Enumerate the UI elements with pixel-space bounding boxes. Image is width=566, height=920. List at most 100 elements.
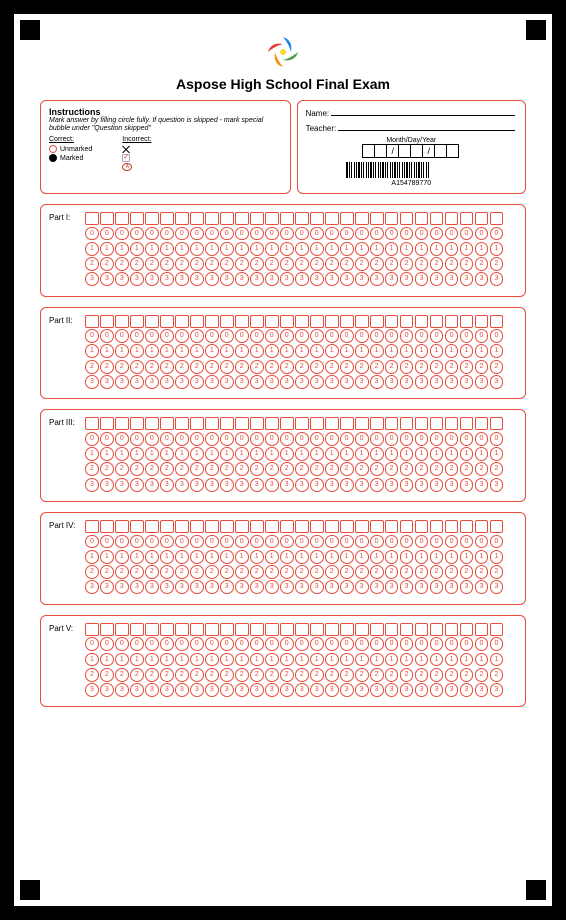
answer-bubble[interactable]: 1	[145, 344, 159, 358]
answer-bubble[interactable]: 2	[100, 360, 114, 374]
answer-bubble[interactable]: 1	[490, 447, 504, 461]
answer-square[interactable]	[280, 520, 294, 533]
answer-bubble[interactable]: 0	[310, 227, 324, 241]
answer-bubble[interactable]: 2	[145, 668, 159, 682]
answer-bubble[interactable]: 1	[370, 242, 384, 256]
answer-bubble[interactable]: 3	[385, 683, 399, 697]
answer-square[interactable]	[130, 417, 144, 430]
answer-bubble[interactable]: 1	[190, 344, 204, 358]
answer-bubble[interactable]: 3	[235, 580, 249, 594]
answer-bubble[interactable]: 3	[100, 580, 114, 594]
answer-bubble[interactable]: 2	[100, 668, 114, 682]
answer-bubble[interactable]: 0	[445, 637, 459, 651]
answer-bubble[interactable]: 1	[310, 344, 324, 358]
answer-bubble[interactable]: 1	[460, 550, 474, 564]
answer-bubble[interactable]: 3	[325, 478, 339, 492]
answer-bubble[interactable]: 1	[265, 242, 279, 256]
answer-bubble[interactable]: 1	[475, 550, 489, 564]
answer-bubble[interactable]: 3	[220, 272, 234, 286]
answer-bubble[interactable]: 2	[265, 565, 279, 579]
answer-bubble[interactable]: 3	[160, 580, 174, 594]
answer-bubble[interactable]: 0	[190, 227, 204, 241]
answer-bubble[interactable]: 0	[115, 637, 129, 651]
answer-bubble[interactable]: 3	[475, 272, 489, 286]
answer-bubble[interactable]: 3	[400, 683, 414, 697]
answer-bubble[interactable]: 2	[295, 257, 309, 271]
answer-bubble[interactable]: 0	[265, 637, 279, 651]
answer-bubble[interactable]: 1	[190, 653, 204, 667]
answer-square[interactable]	[460, 315, 474, 328]
answer-bubble[interactable]: 1	[460, 242, 474, 256]
answer-bubble[interactable]: 2	[115, 565, 129, 579]
answer-bubble[interactable]: 2	[430, 360, 444, 374]
answer-bubble[interactable]: 2	[370, 360, 384, 374]
answer-bubble[interactable]: 1	[115, 550, 129, 564]
answer-bubble[interactable]: 0	[340, 535, 354, 549]
answer-square[interactable]	[280, 417, 294, 430]
answer-bubble[interactable]: 2	[175, 565, 189, 579]
answer-bubble[interactable]: 0	[370, 535, 384, 549]
answer-bubble[interactable]: 0	[370, 329, 384, 343]
answer-bubble[interactable]: 2	[490, 360, 504, 374]
answer-bubble[interactable]: 2	[325, 462, 339, 476]
answer-bubble[interactable]: 0	[415, 227, 429, 241]
answer-bubble[interactable]: 0	[100, 637, 114, 651]
answer-square[interactable]	[385, 315, 399, 328]
answer-bubble[interactable]: 2	[370, 668, 384, 682]
answer-bubble[interactable]: 1	[205, 242, 219, 256]
answer-bubble[interactable]: 1	[400, 242, 414, 256]
answer-bubble[interactable]: 0	[145, 637, 159, 651]
answer-bubble[interactable]: 3	[190, 375, 204, 389]
answer-bubble[interactable]: 0	[265, 329, 279, 343]
answer-bubble[interactable]: 3	[355, 478, 369, 492]
answer-bubble[interactable]: 1	[445, 550, 459, 564]
answer-bubble[interactable]: 1	[415, 550, 429, 564]
answer-bubble[interactable]: 3	[250, 683, 264, 697]
answer-bubble[interactable]: 1	[160, 344, 174, 358]
answer-bubble[interactable]: 2	[220, 668, 234, 682]
answer-bubble[interactable]: 2	[445, 360, 459, 374]
answer-square[interactable]	[145, 520, 159, 533]
answer-bubble[interactable]: 3	[85, 478, 99, 492]
answer-bubble[interactable]: 1	[310, 447, 324, 461]
answer-bubble[interactable]: 1	[370, 550, 384, 564]
answer-bubble[interactable]: 1	[250, 242, 264, 256]
answer-bubble[interactable]: 2	[205, 668, 219, 682]
answer-bubble[interactable]: 2	[205, 257, 219, 271]
answer-bubble[interactable]: 3	[340, 580, 354, 594]
answer-bubble[interactable]: 1	[460, 344, 474, 358]
answer-bubble[interactable]: 2	[160, 360, 174, 374]
answer-bubble[interactable]: 1	[220, 550, 234, 564]
answer-bubble[interactable]: 2	[175, 257, 189, 271]
answer-bubble[interactable]: 0	[295, 637, 309, 651]
answer-bubble[interactable]: 1	[130, 344, 144, 358]
answer-bubble[interactable]: 1	[295, 344, 309, 358]
answer-square[interactable]	[310, 315, 324, 328]
answer-bubble[interactable]: 0	[460, 329, 474, 343]
answer-bubble[interactable]: 1	[175, 344, 189, 358]
answer-bubble[interactable]: 1	[475, 653, 489, 667]
answer-bubble[interactable]: 1	[445, 447, 459, 461]
answer-bubble[interactable]: 3	[475, 683, 489, 697]
answer-bubble[interactable]: 1	[190, 447, 204, 461]
answer-bubble[interactable]: 3	[175, 272, 189, 286]
answer-bubble[interactable]: 1	[280, 344, 294, 358]
answer-square[interactable]	[430, 315, 444, 328]
answer-bubble[interactable]: 1	[100, 447, 114, 461]
answer-bubble[interactable]: 3	[205, 580, 219, 594]
answer-square[interactable]	[190, 212, 204, 225]
answer-bubble[interactable]: 1	[445, 344, 459, 358]
answer-square[interactable]	[295, 417, 309, 430]
answer-bubble[interactable]: 1	[160, 447, 174, 461]
answer-bubble[interactable]: 3	[325, 580, 339, 594]
answer-bubble[interactable]: 1	[430, 550, 444, 564]
answer-bubble[interactable]: 3	[205, 375, 219, 389]
answer-bubble[interactable]: 3	[415, 272, 429, 286]
answer-bubble[interactable]: 1	[490, 653, 504, 667]
answer-bubble[interactable]: 0	[130, 637, 144, 651]
answer-bubble[interactable]: 2	[115, 462, 129, 476]
answer-bubble[interactable]: 0	[85, 535, 99, 549]
answer-bubble[interactable]: 3	[460, 478, 474, 492]
answer-bubble[interactable]: 1	[415, 242, 429, 256]
answer-bubble[interactable]: 1	[235, 447, 249, 461]
